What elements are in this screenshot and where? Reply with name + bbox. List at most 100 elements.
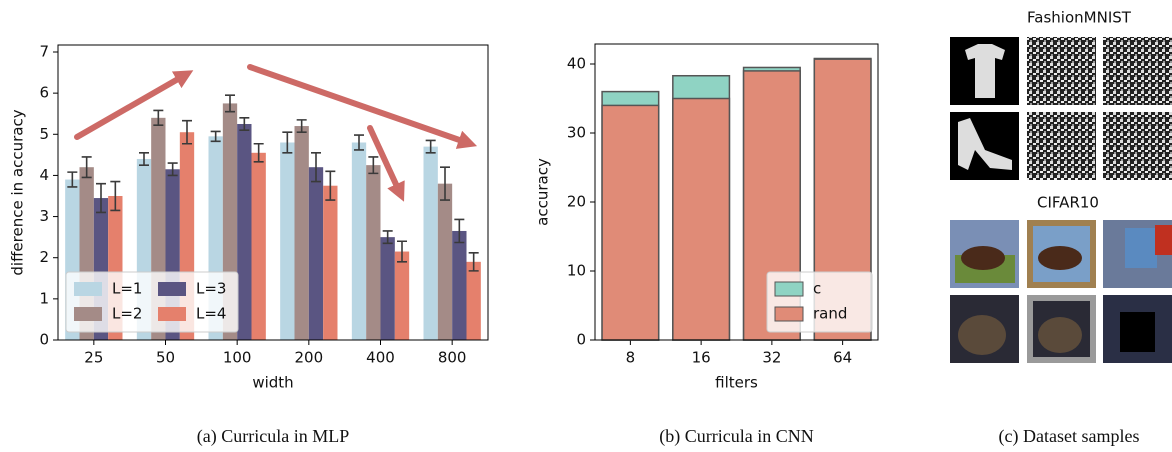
legend-label: L=3 [196, 280, 226, 298]
y-tick-label: 1 [39, 289, 49, 307]
legend-swatch [158, 307, 186, 321]
legend: c rand [766, 271, 873, 333]
legend-label: L=4 [196, 305, 226, 323]
y-tick-label: 30 [567, 124, 586, 142]
bar [280, 142, 295, 340]
y-tick-label: 0 [39, 331, 49, 349]
bar [308, 167, 324, 340]
bar [601, 104, 660, 341]
arrow [247, 64, 478, 149]
legend-label: c [813, 280, 821, 298]
y-axis-label: difference in accuracy [9, 109, 27, 275]
x-tick-label: 200 [295, 349, 324, 367]
error-bar [368, 156, 379, 175]
bar [366, 165, 381, 340]
cat [1038, 317, 1082, 353]
error-bar [311, 151, 321, 183]
x-tick-label: 100 [223, 349, 252, 367]
error-bar [210, 130, 221, 143]
error-bar [253, 142, 264, 163]
x-tick-label: 8 [626, 349, 636, 367]
group-title: CIFAR10 [1037, 194, 1099, 212]
error-bar [110, 180, 121, 212]
x-tick-label: 50 [156, 349, 175, 367]
legend-swatch [774, 281, 804, 297]
y-tick-label: 4 [39, 166, 49, 184]
patch [1125, 228, 1157, 268]
error-bar [468, 251, 479, 272]
sample-image [1103, 37, 1172, 105]
bar [452, 230, 467, 340]
plot-frame [594, 43, 879, 341]
error-bar [382, 230, 393, 245]
sample-image [1027, 112, 1096, 180]
legend-label: rand [813, 305, 847, 323]
x-tick-label: 64 [833, 349, 852, 367]
cutout [1120, 312, 1155, 352]
shirt [965, 44, 1005, 98]
y-tick-label: 5 [39, 125, 49, 143]
sample-image [1103, 112, 1172, 180]
error-bar [440, 166, 450, 201]
error-bar [282, 131, 293, 154]
error-bar [153, 109, 164, 127]
y-tick-label: 2 [39, 248, 49, 266]
bar [294, 126, 309, 340]
x-tick-label: 25 [84, 349, 103, 367]
legend-label: L=2 [112, 305, 142, 323]
trend-arrows [74, 64, 478, 202]
bar [394, 251, 410, 340]
x-tick-label: 800 [438, 349, 467, 367]
error-bar [296, 119, 307, 134]
horse [1038, 246, 1082, 270]
error-bar [81, 156, 92, 179]
bar [251, 152, 266, 340]
bar [237, 123, 252, 340]
x-tick-label: 32 [762, 349, 781, 367]
bar [466, 261, 481, 340]
error-bar [225, 94, 235, 113]
y-tick-label: 40 [567, 55, 586, 73]
x-tick-label: 16 [692, 349, 711, 367]
error-bar [239, 117, 250, 131]
arrow [74, 70, 194, 140]
error-bar [96, 182, 106, 214]
caption: (a) Curricula in MLP [197, 426, 349, 447]
plot-frame [57, 44, 489, 341]
error-bar [139, 151, 149, 166]
x-tick-label: 400 [366, 349, 395, 367]
y-tick-label: 6 [39, 84, 49, 102]
y-tick-label: 7 [39, 42, 49, 60]
legend-swatch [74, 307, 102, 321]
caption: (c) Dataset samples [999, 426, 1140, 447]
bar [323, 185, 338, 340]
y-tick-label: 20 [567, 193, 586, 211]
y-tick-label: 0 [576, 331, 586, 349]
group-title: FashionMNIST [1027, 9, 1132, 27]
y-tick-label: 3 [39, 207, 49, 225]
sample-image [1027, 37, 1096, 105]
legend-swatch [774, 306, 804, 322]
dataset-samples: FashionMNIST CIFAR10 (c) Dataset samples [950, 9, 1172, 447]
error-bar [425, 139, 436, 154]
sandal [958, 118, 1012, 170]
legend: L=1 L=2 L=3 L=4 [65, 271, 239, 333]
legend-label: L=1 [112, 280, 142, 298]
x-axis-label: width [252, 374, 293, 392]
error-bar [182, 119, 192, 145]
legend-swatch [158, 282, 186, 296]
error-bar [325, 170, 336, 201]
error-bar [167, 162, 178, 177]
legend-swatch [74, 282, 102, 296]
legend-box [65, 271, 239, 333]
bar [380, 237, 395, 340]
x-axis-label: filters [715, 374, 758, 392]
bar [672, 97, 731, 341]
y-tick-label: 10 [567, 262, 586, 280]
error-bar [354, 134, 364, 151]
caption: (b) Curricula in CNN [659, 426, 813, 447]
error-bar [454, 218, 465, 244]
horse [961, 246, 1005, 270]
patch [1155, 225, 1172, 255]
